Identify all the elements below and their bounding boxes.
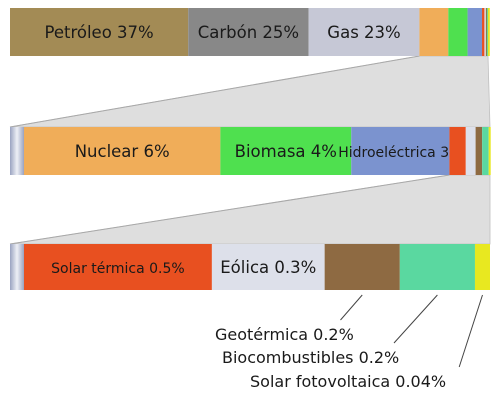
bar-solar-fotovoltaica-row-2 bbox=[488, 127, 491, 175]
bar-nuclear-row-2 bbox=[24, 127, 221, 175]
zoom-funnel-2-left-edge bbox=[9, 174, 450, 245]
bar-solar-fotovoltaica-row-1 bbox=[487, 8, 490, 56]
callout-label-biocombustibles: Biocombustibles 0.2% bbox=[222, 348, 399, 367]
bar-geotermica-row-2 bbox=[475, 127, 483, 175]
zoom-funnel-1 bbox=[9, 55, 491, 128]
bar-petroleo-row-1 bbox=[10, 8, 189, 56]
label-gas-row-1: Gas 23% bbox=[327, 23, 400, 42]
bar-eolica-row-3 bbox=[211, 244, 325, 290]
bar-hidroelectrica-row-2 bbox=[351, 127, 450, 175]
bar-eolica-row-2 bbox=[465, 127, 476, 175]
bar-nuclear-row-1 bbox=[419, 8, 449, 56]
zoom-funnel-1-left-edge bbox=[9, 55, 420, 128]
label-eolica-row-3: Eólica 0.3% bbox=[220, 258, 316, 277]
callout-line-geotermica bbox=[340, 294, 363, 321]
callout-label-solar-fotovoltaica: Solar fotovoltaica 0.04% bbox=[250, 372, 446, 391]
bar-row-1: Petróleo 37% Carbón 25% Gas 23% bbox=[10, 8, 490, 56]
callout-label-geotermica: Geotérmica 0.2% bbox=[215, 325, 354, 344]
bar-gas-row-1 bbox=[308, 8, 420, 56]
label-nuclear-row-2: Nuclear 6% bbox=[75, 142, 170, 161]
label-carbon-row-1: Carbón 25% bbox=[198, 23, 299, 42]
label-petroleo-row-1: Petróleo 37% bbox=[44, 23, 153, 42]
bar-hidroelectrica-row-1 bbox=[467, 8, 483, 56]
bar-geotermica-row-3 bbox=[324, 244, 400, 290]
bar-biocombustibles-row-3 bbox=[399, 244, 475, 290]
bar-biomasa-row-1 bbox=[448, 8, 468, 56]
row-3-edge bbox=[10, 244, 24, 290]
label-hidroelectrica-row-2: Hidroeléctrica 3% bbox=[338, 145, 462, 161]
callout-line-biocombustibles bbox=[393, 294, 438, 344]
bar-row-3: Solar térmica 0.5% Eólica 0.3% bbox=[10, 244, 490, 290]
bar-solar-fotovoltaica-row-3 bbox=[474, 244, 490, 290]
bar-solar-termica-row-3 bbox=[24, 244, 212, 290]
row-2-edge bbox=[10, 127, 24, 175]
callouts: Geotérmica 0.2% Biocombustibles 0.2% Solar… bbox=[215, 294, 483, 391]
label-biomasa-row-2: Biomasa 4% bbox=[235, 142, 337, 161]
stacked-bars: Petróleo 37% Carbón 25% Gas 23% Nuclear 6% B… bbox=[10, 8, 491, 290]
bar-solar-termica-row-1 bbox=[482, 8, 485, 56]
bar-carbon-row-1 bbox=[188, 8, 309, 56]
bar-biomasa-row-2 bbox=[220, 127, 352, 175]
bar-row-2: Nuclear 6% Biomasa 4% Hidroeléctrica 3% bbox=[10, 127, 491, 175]
callout-line-solar-fotovoltaica bbox=[458, 294, 483, 368]
zoom-funnel-2 bbox=[9, 174, 491, 245]
bar-eolica-row-1 bbox=[484, 8, 487, 56]
bar-solar-termica-row-2 bbox=[449, 127, 466, 175]
label-solar-termica-row-3: Solar térmica 0.5% bbox=[51, 261, 185, 277]
bar-biocombustibles-row-2 bbox=[482, 127, 489, 175]
